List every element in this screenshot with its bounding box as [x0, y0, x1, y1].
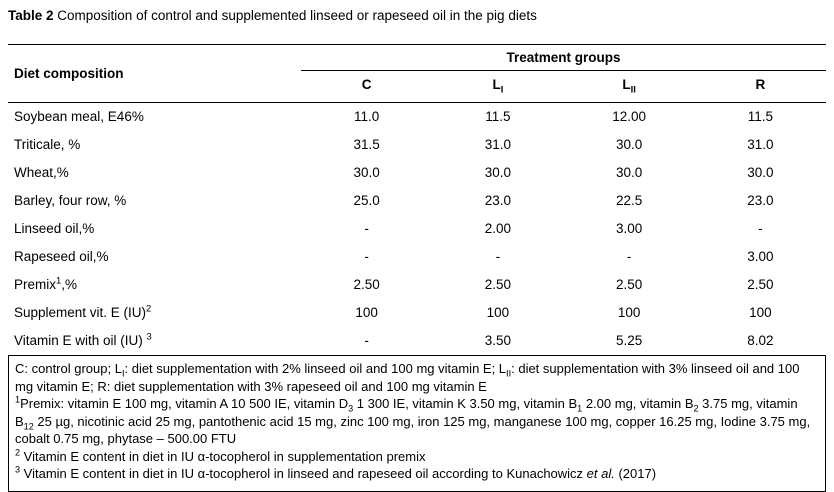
value-cell: - [364, 221, 369, 236]
row-label: Premix1,% [14, 275, 78, 292]
value-cell: 2.50 [747, 277, 774, 292]
value-cell: - [495, 249, 501, 264]
diet-composition-header: Diet composition [8, 44, 301, 103]
table-body: Soybean meal, E46% 11.0 11.5 12.00 11.5 Triti… [8, 103, 826, 356]
group-header-row: Diet composition Treatment groups [8, 44, 826, 103]
column-header: C [301, 70, 433, 103]
value-cell: 3.00 [747, 249, 774, 264]
table-row: Premix1,% 2.50 2.50 2.50 2.50 [8, 271, 826, 299]
value-cell: 3.00 [615, 221, 643, 236]
row-label: Soybean meal, E46% [14, 109, 144, 124]
value-cell: 11.5 [485, 109, 511, 124]
column-header: LI [432, 70, 564, 103]
value-cell: 22.5 [615, 193, 643, 208]
value-cell: 8.02 [694, 327, 826, 356]
table-row: Rapeseed oil,% - - - 3.00 [8, 243, 826, 271]
diet-composition-table: Diet composition Treatment groups C LI LII… [8, 44, 826, 356]
value-cell: 30.0 [484, 165, 512, 180]
value-cell: 30.0 [615, 165, 643, 180]
table-row: Wheat,% 30.0 30.0 30.0 30.0 [8, 159, 826, 187]
value-cell: 2.50 [615, 277, 643, 292]
value-cell: 2.50 [353, 277, 380, 292]
footnote: C: control group; LI: diet supplementati… [15, 361, 800, 394]
table-row: Linseed oil,% - 2.00 3.00 - [8, 215, 826, 243]
value-cell: 5.25 [563, 327, 695, 356]
footnote: 3 Vitamin E content in diet in IU α-toco… [15, 464, 657, 481]
value-cell: - [758, 221, 763, 236]
value-cell: 2.00 [484, 221, 512, 236]
footnote: 2 Vitamin E content in diet in IU α-toco… [15, 447, 426, 464]
table-head: Diet composition Treatment groups C LI LII… [8, 44, 826, 103]
value-cell: 31.0 [747, 137, 774, 152]
column-header: LII [563, 70, 695, 103]
table-caption-label: Table 2 [8, 8, 54, 23]
row-label: Rapeseed oil,% [14, 249, 109, 264]
footnote: 1Premix: vitamin E 100 mg, vitamin A 10 … [15, 394, 811, 446]
value-cell: 2.50 [484, 277, 512, 292]
table-row: Vitamin E with oil (IU) 3-3.50 5.25 8.02 [8, 327, 826, 356]
row-label: Linseed oil,% [14, 221, 95, 236]
column-header: R [694, 70, 826, 103]
treatment-groups-header: Treatment groups [301, 44, 826, 71]
value-cell: 30.0 [353, 165, 380, 180]
table-row: Soybean meal, E46% 11.0 11.5 12.00 11.5 [8, 103, 826, 132]
value-cell: - [301, 327, 433, 356]
value-cell: 30.0 [747, 165, 774, 180]
value-cell: 11.5 [747, 109, 774, 124]
value-cell: 25.0 [353, 193, 380, 208]
value-cell: 100 [355, 305, 378, 320]
value-cell: 31.0 [484, 137, 512, 152]
value-cell: 30.0 [615, 137, 643, 152]
value-cell: 100 [617, 305, 641, 320]
table-caption: Table 2 Composition of control and suppl… [8, 8, 826, 24]
row-label: Vitamin E with oil (IU) 3 [8, 327, 301, 356]
table-row: Supplement vit. E (IU)2 100 100 100 100 [8, 299, 826, 327]
table-caption-text: Composition of control and supplemented … [53, 8, 537, 23]
value-cell: 3.50 [432, 327, 564, 356]
value-cell: 31.5 [353, 137, 380, 152]
value-cell: - [626, 249, 632, 264]
value-cell: 11.0 [353, 109, 380, 124]
row-label: Triticale, % [14, 137, 81, 152]
value-cell: 23.0 [484, 193, 512, 208]
footnotes: C: control group; LI: diet supplementati… [8, 356, 826, 492]
row-label: Barley, four row, % [14, 193, 127, 208]
value-cell: 12.00 [612, 109, 647, 124]
row-label: Wheat,% [14, 165, 69, 180]
value-cell: 100 [749, 305, 772, 320]
row-label: Supplement vit. E (IU)2 [14, 303, 152, 320]
value-cell: 100 [486, 305, 510, 320]
value-cell: - [364, 249, 369, 264]
column-header-row: C LI LII R [8, 70, 826, 103]
value-cell: 23.0 [747, 193, 774, 208]
table-row: Barley, four row, % 25.0 23.0 22.5 23.0 [8, 187, 826, 215]
table-row: Triticale, % 31.5 31.0 30.0 31.0 [8, 131, 826, 159]
